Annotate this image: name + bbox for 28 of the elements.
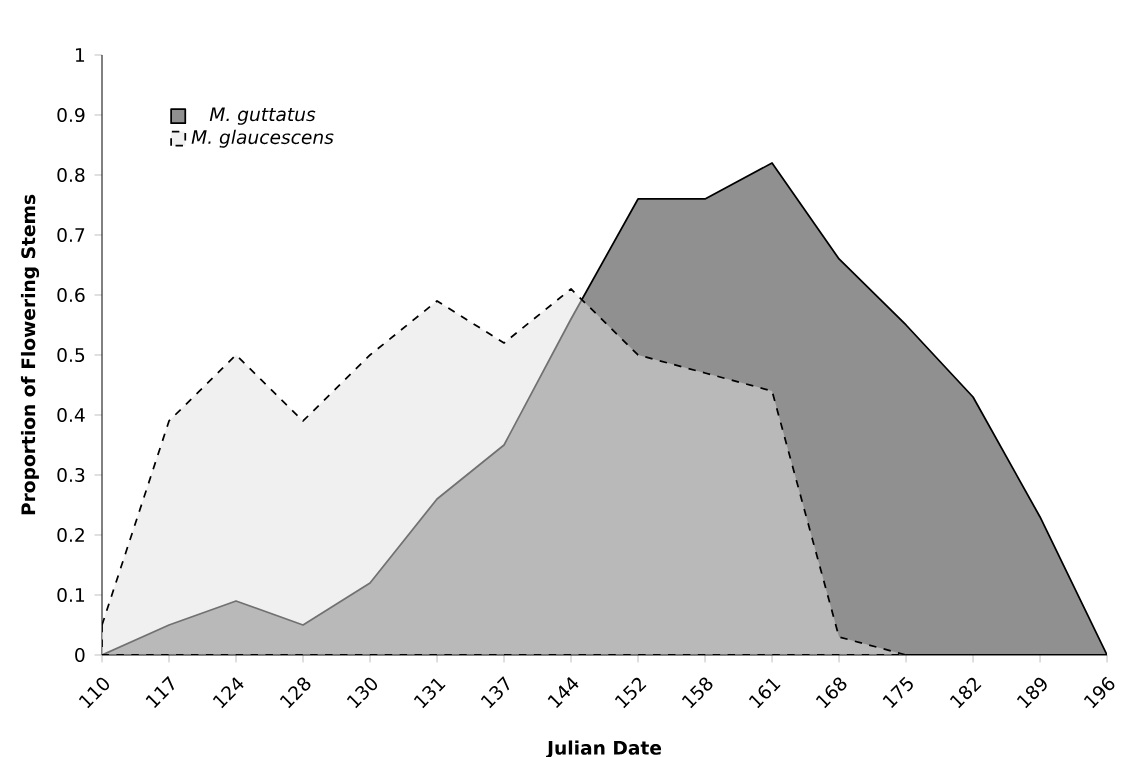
y-tick-label: 0.8 [57, 167, 85, 183]
y-tick-label: 0.1 [57, 587, 85, 603]
x-tick-label: 182 [949, 677, 982, 709]
x-tick-label: 161 [748, 678, 781, 709]
x-tick-label: 124 [212, 677, 244, 709]
y-tick-label: 0.7 [57, 227, 85, 243]
x-tick-label: 189 [1016, 677, 1047, 709]
x-tick-label: 110 [78, 677, 110, 709]
legend-label: M. glaucescens [191, 129, 334, 148]
y-tick-label: 1 [75, 48, 85, 62]
x-tick-label: 168 [815, 677, 847, 709]
x-tick-label: 144 [547, 676, 579, 708]
y-tick-label: 0.6 [57, 287, 85, 303]
legend-label: M. guttatus [209, 107, 316, 125]
x-tick-label: 175 [882, 676, 913, 708]
x-tick-label: 130 [346, 677, 378, 709]
y-tick-label: 0.3 [57, 467, 85, 483]
y-tick-label: 0.2 [57, 527, 84, 543]
y-tick-label: 0.4 [57, 407, 85, 423]
y-axis-title: Proportion of Flowering Stems [20, 194, 40, 515]
y-tick-label: 0 [75, 647, 85, 663]
x-tick-label: 158 [681, 677, 713, 709]
y-tick-label: 0.5 [57, 347, 85, 363]
x-tick-label: 196 [1083, 676, 1115, 709]
x-tick-label: 128 [279, 677, 311, 709]
x-tick-label: 152 [614, 677, 647, 709]
y-tick-label: 0.9 [57, 107, 85, 123]
x-tick-label: 131 [413, 678, 446, 709]
